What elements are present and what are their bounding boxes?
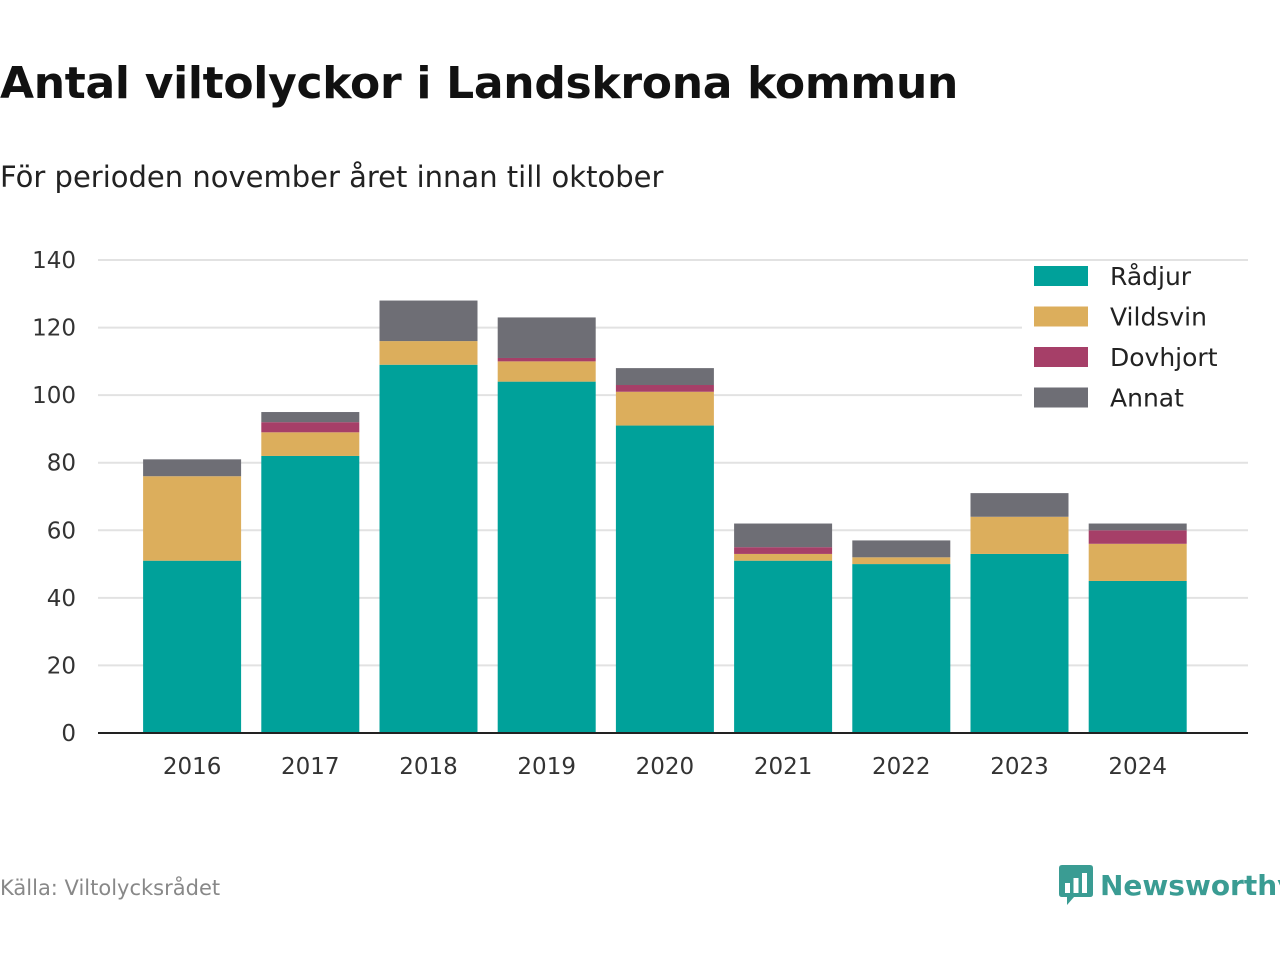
legend-label-annat: Annat — [1110, 384, 1184, 413]
bar-segment-dovhjort-2019 — [497, 357, 596, 362]
source-note: Källa: Viltolycksrådet — [0, 876, 221, 900]
bar-segment-rådjur-2020 — [615, 425, 714, 733]
bar-segment-dovhjort-2024 — [1088, 530, 1187, 544]
x-tick-label: 2017 — [281, 754, 340, 780]
y-tick-label: 0 — [61, 721, 76, 747]
legend: Rådjur Vildsvin Dovhjort Annat — [1022, 262, 1248, 420]
x-tick-label: 2024 — [1108, 754, 1167, 780]
bars — [143, 300, 1187, 733]
bar-segment-annat-2018 — [379, 300, 478, 342]
bar-segment-annat-2024 — [1088, 523, 1187, 531]
x-tick-label: 2020 — [636, 754, 695, 780]
y-tick-label: 40 — [47, 586, 76, 612]
x-tick-label: 2018 — [399, 754, 458, 780]
bar-segment-rådjur-2021 — [734, 560, 833, 733]
bar-segment-vildsvin-2017 — [261, 432, 360, 456]
legend-swatch-vildsvin — [1034, 306, 1088, 327]
bar-segment-rådjur-2019 — [497, 381, 596, 733]
legend-label-rådjur: Rådjur — [1110, 262, 1192, 291]
brand-name: Newsworthy — [1100, 868, 1280, 902]
legend-swatch-annat — [1034, 387, 1088, 408]
bar-segment-annat-2016 — [143, 459, 242, 477]
y-tick-label: 100 — [32, 383, 76, 409]
bar-segment-annat-2020 — [615, 368, 714, 386]
bar-segment-annat-2023 — [970, 493, 1069, 517]
legend-label-vildsvin: Vildsvin — [1110, 303, 1207, 332]
bar-segment-dovhjort-2017 — [261, 422, 360, 433]
y-tick-label: 60 — [47, 518, 76, 544]
bar-segment-annat-2021 — [734, 523, 833, 548]
bar-segment-rådjur-2022 — [852, 564, 951, 733]
y-tick-label: 140 — [32, 248, 76, 274]
bar-segment-rådjur-2023 — [970, 553, 1069, 733]
stacked-bar-chart: 0 20 40 60 80 100 120 140 2016 2017 2018 2019 2020 20… — [32, 248, 1248, 780]
x-tick-label: 2019 — [517, 754, 576, 780]
brand-logo: Newsworthy — [1058, 863, 1280, 907]
bar-segment-vildsvin-2016 — [143, 476, 242, 561]
bar-segment-annat-2019 — [497, 317, 596, 358]
y-tick-label: 80 — [47, 451, 76, 477]
bar-segment-annat-2017 — [261, 412, 360, 423]
bar-segment-vildsvin-2021 — [734, 553, 833, 561]
x-tick-label: 2021 — [754, 754, 813, 780]
y-tick-label: 120 — [32, 316, 76, 342]
bar-chart-speech-bubble-icon — [1059, 865, 1093, 905]
bar-segment-annat-2022 — [852, 540, 951, 558]
y-tick-label: 20 — [47, 653, 76, 679]
legend-swatch-dovhjort — [1034, 347, 1088, 367]
bar-segment-vildsvin-2024 — [1088, 543, 1187, 581]
bar-segment-rådjur-2016 — [143, 560, 242, 733]
bar-segment-rådjur-2017 — [261, 455, 360, 733]
chart-subtitle: För perioden november året innan till ok… — [0, 160, 664, 194]
bar-segment-vildsvin-2019 — [497, 361, 596, 382]
legend-swatch-rådjur — [1034, 266, 1088, 286]
x-tick-label: 2016 — [163, 754, 222, 780]
legend-label-dovhjort: Dovhjort — [1110, 343, 1218, 372]
x-tick-label: 2023 — [990, 754, 1049, 780]
bar-segment-vildsvin-2020 — [615, 391, 714, 426]
bar-segment-rådjur-2024 — [1088, 580, 1187, 733]
bar-segment-dovhjort-2020 — [615, 385, 714, 392]
chart-title: Antal viltolyckor i Landskrona kommun — [0, 58, 958, 109]
bar-segment-vildsvin-2022 — [852, 557, 951, 565]
bar-segment-vildsvin-2023 — [970, 516, 1069, 554]
bar-segment-vildsvin-2018 — [379, 341, 478, 365]
x-tick-label: 2022 — [872, 754, 931, 780]
axes: 0 20 40 60 80 100 120 140 2016 2017 2018 2019 2020 20… — [32, 248, 1248, 780]
bar-segment-dovhjort-2021 — [734, 547, 833, 554]
bar-segment-rådjur-2018 — [379, 364, 478, 733]
